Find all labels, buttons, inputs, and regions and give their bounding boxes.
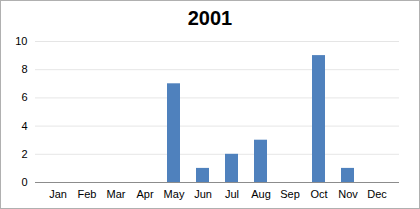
svg-text:2: 2 bbox=[21, 148, 27, 160]
svg-text:0: 0 bbox=[21, 176, 27, 188]
svg-text:Dec: Dec bbox=[367, 188, 387, 200]
svg-text:4: 4 bbox=[21, 120, 27, 132]
svg-text:Sep: Sep bbox=[280, 188, 300, 200]
svg-text:8: 8 bbox=[21, 63, 27, 75]
svg-text:Feb: Feb bbox=[78, 188, 97, 200]
svg-text:Jun: Jun bbox=[194, 188, 212, 200]
html-text:2001: 2001 bbox=[187, 7, 233, 29]
svg-text:10: 10 bbox=[15, 35, 27, 47]
svg-text:Oct: Oct bbox=[310, 188, 327, 200]
svg-text:Jul: Jul bbox=[225, 188, 239, 200]
svg-text:Apr: Apr bbox=[136, 188, 153, 200]
svg-text:Nov: Nov bbox=[338, 188, 358, 200]
svg-text:Mar: Mar bbox=[107, 188, 126, 200]
svg-text:Aug: Aug bbox=[251, 188, 271, 200]
svg-text:6: 6 bbox=[21, 91, 27, 103]
svg-text:Jan: Jan bbox=[49, 188, 67, 200]
svg-text:May: May bbox=[164, 188, 185, 200]
